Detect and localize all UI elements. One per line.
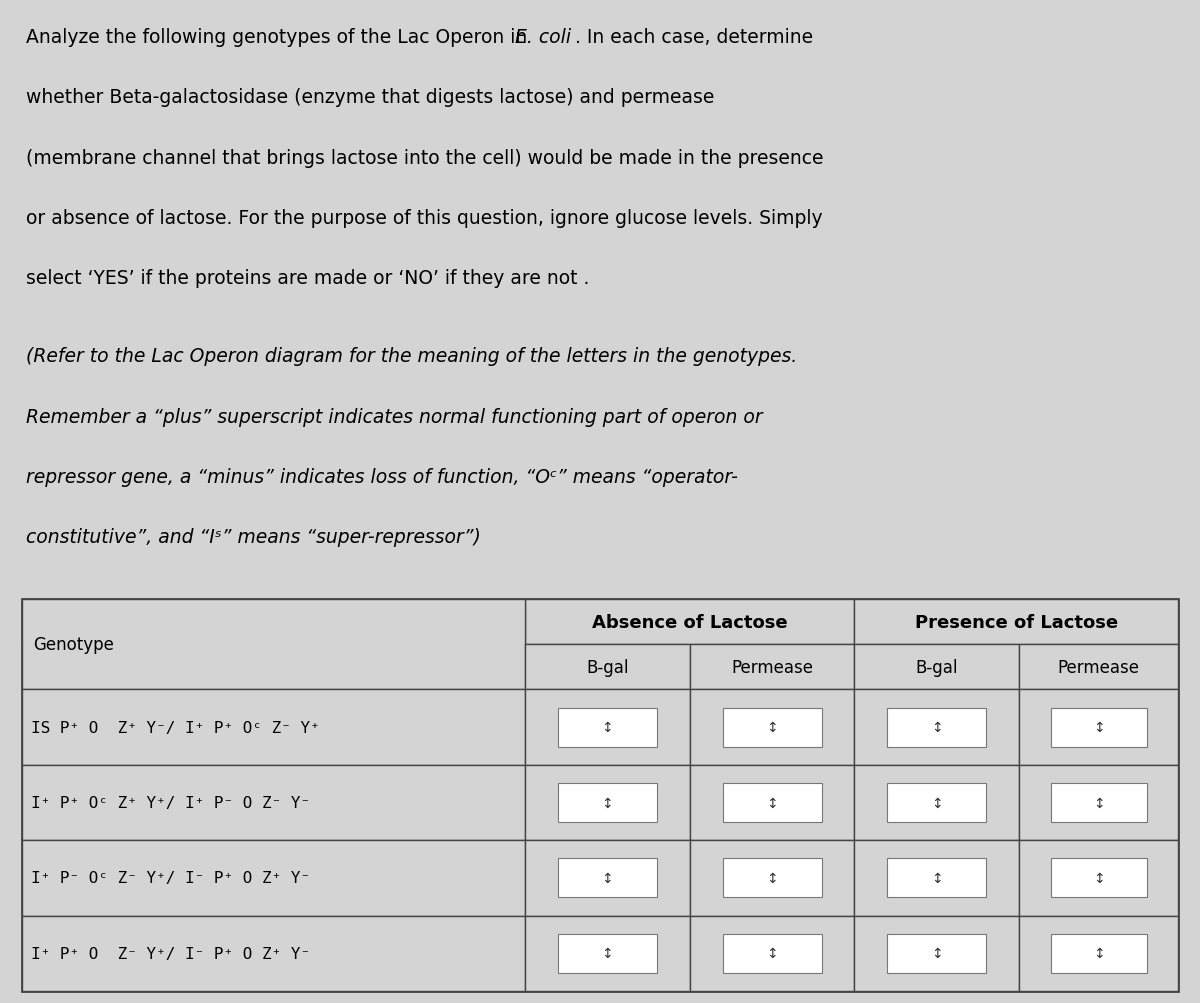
FancyBboxPatch shape bbox=[1051, 783, 1146, 822]
FancyBboxPatch shape bbox=[22, 600, 1178, 991]
Text: ↕: ↕ bbox=[767, 720, 778, 734]
FancyBboxPatch shape bbox=[690, 765, 854, 841]
FancyBboxPatch shape bbox=[854, 765, 1019, 841]
Text: ↕: ↕ bbox=[1093, 871, 1105, 885]
FancyBboxPatch shape bbox=[524, 916, 690, 991]
Text: Genotype: Genotype bbox=[34, 636, 114, 654]
FancyBboxPatch shape bbox=[1051, 934, 1146, 973]
FancyBboxPatch shape bbox=[22, 765, 524, 841]
Text: ↕: ↕ bbox=[767, 795, 778, 809]
Text: ↕: ↕ bbox=[931, 871, 943, 885]
Text: whether Beta-galactosidase (enzyme that digests lactose) and permease: whether Beta-galactosidase (enzyme that … bbox=[26, 88, 715, 107]
Text: ↕: ↕ bbox=[601, 720, 613, 734]
FancyBboxPatch shape bbox=[22, 690, 524, 765]
Text: ↕: ↕ bbox=[601, 946, 613, 960]
FancyBboxPatch shape bbox=[524, 690, 690, 765]
FancyBboxPatch shape bbox=[1019, 645, 1178, 690]
FancyBboxPatch shape bbox=[1019, 765, 1178, 841]
FancyBboxPatch shape bbox=[22, 916, 524, 991]
Text: Absence of Lactose: Absence of Lactose bbox=[592, 613, 787, 631]
Text: (Refer to the Lac Operon diagram for the meaning of the letters in the genotypes: (Refer to the Lac Operon diagram for the… bbox=[26, 347, 798, 366]
FancyBboxPatch shape bbox=[888, 859, 986, 898]
Text: Permease: Permease bbox=[1058, 658, 1140, 676]
FancyBboxPatch shape bbox=[854, 916, 1019, 991]
Text: ↕: ↕ bbox=[931, 720, 943, 734]
FancyBboxPatch shape bbox=[22, 841, 524, 916]
FancyBboxPatch shape bbox=[1051, 859, 1146, 898]
Text: I⁺ P⁺ Oᶜ Z⁺ Y⁺/ I⁺ P⁻ O Z⁻ Y⁻: I⁺ P⁺ Oᶜ Z⁺ Y⁺/ I⁺ P⁻ O Z⁻ Y⁻ bbox=[31, 795, 311, 810]
FancyBboxPatch shape bbox=[722, 859, 822, 898]
Text: ↕: ↕ bbox=[767, 946, 778, 960]
FancyBboxPatch shape bbox=[524, 841, 690, 916]
Text: ↕: ↕ bbox=[601, 795, 613, 809]
Text: ↕: ↕ bbox=[1093, 946, 1105, 960]
Text: I⁺ P⁻ Oᶜ Z⁻ Y⁺/ I⁻ P⁺ O Z⁺ Y⁻: I⁺ P⁻ Oᶜ Z⁻ Y⁺/ I⁻ P⁺ O Z⁺ Y⁻ bbox=[31, 871, 311, 886]
FancyBboxPatch shape bbox=[690, 690, 854, 765]
Text: ↕: ↕ bbox=[1093, 795, 1105, 809]
Text: Presence of Lactose: Presence of Lactose bbox=[914, 613, 1118, 631]
FancyBboxPatch shape bbox=[1019, 916, 1178, 991]
Text: Remember a “plus” superscript indicates normal functioning part of operon or: Remember a “plus” superscript indicates … bbox=[26, 407, 763, 426]
FancyBboxPatch shape bbox=[722, 708, 822, 747]
Text: ↕: ↕ bbox=[931, 795, 943, 809]
FancyBboxPatch shape bbox=[558, 859, 656, 898]
Text: Analyze the following genotypes of the Lac Operon in: Analyze the following genotypes of the L… bbox=[26, 28, 534, 47]
FancyBboxPatch shape bbox=[22, 600, 524, 690]
FancyBboxPatch shape bbox=[558, 708, 656, 747]
Text: or absence of lactose. For the purpose of this question, ignore glucose levels. : or absence of lactose. For the purpose o… bbox=[26, 209, 823, 228]
FancyBboxPatch shape bbox=[690, 841, 854, 916]
FancyBboxPatch shape bbox=[690, 645, 854, 690]
FancyBboxPatch shape bbox=[854, 690, 1019, 765]
FancyBboxPatch shape bbox=[722, 934, 822, 973]
Text: ↕: ↕ bbox=[601, 871, 613, 885]
FancyBboxPatch shape bbox=[524, 765, 690, 841]
Text: IS P⁺ O  Z⁺ Y⁻/ I⁺ P⁺ Oᶜ Z⁻ Y⁺: IS P⁺ O Z⁺ Y⁻/ I⁺ P⁺ Oᶜ Z⁻ Y⁺ bbox=[31, 720, 320, 735]
FancyBboxPatch shape bbox=[888, 934, 986, 973]
FancyBboxPatch shape bbox=[1019, 690, 1178, 765]
FancyBboxPatch shape bbox=[524, 600, 854, 645]
Text: I⁺ P⁺ O  Z⁻ Y⁺/ I⁻ P⁺ O Z⁺ Y⁻: I⁺ P⁺ O Z⁻ Y⁺/ I⁻ P⁺ O Z⁺ Y⁻ bbox=[31, 946, 311, 961]
FancyBboxPatch shape bbox=[722, 783, 822, 822]
Text: constitutive”, and “Iˢ” means “super-repressor”): constitutive”, and “Iˢ” means “super-rep… bbox=[26, 528, 481, 547]
FancyBboxPatch shape bbox=[888, 783, 986, 822]
Text: E. coli: E. coli bbox=[515, 28, 571, 47]
Text: B-gal: B-gal bbox=[916, 658, 958, 676]
Text: ↕: ↕ bbox=[767, 871, 778, 885]
FancyBboxPatch shape bbox=[854, 841, 1019, 916]
Text: ↕: ↕ bbox=[931, 946, 943, 960]
Text: (membrane channel that brings lactose into the cell) would be made in the presen: (membrane channel that brings lactose in… bbox=[26, 148, 824, 168]
Text: B-gal: B-gal bbox=[586, 658, 629, 676]
FancyBboxPatch shape bbox=[1019, 841, 1178, 916]
Text: select ‘YES’ if the proteins are made or ‘NO’ if they are not .: select ‘YES’ if the proteins are made or… bbox=[26, 269, 589, 288]
FancyBboxPatch shape bbox=[1051, 708, 1146, 747]
FancyBboxPatch shape bbox=[22, 600, 524, 645]
FancyBboxPatch shape bbox=[854, 600, 1178, 645]
Text: repressor gene, a “minus” indicates loss of function, “Oᶜ” means “operator-: repressor gene, a “minus” indicates loss… bbox=[26, 467, 738, 486]
FancyBboxPatch shape bbox=[690, 916, 854, 991]
Text: Permease: Permease bbox=[731, 658, 814, 676]
FancyBboxPatch shape bbox=[888, 708, 986, 747]
Text: ↕: ↕ bbox=[1093, 720, 1105, 734]
FancyBboxPatch shape bbox=[854, 645, 1019, 690]
FancyBboxPatch shape bbox=[558, 783, 656, 822]
Text: . In each case, determine: . In each case, determine bbox=[575, 28, 812, 47]
FancyBboxPatch shape bbox=[524, 645, 690, 690]
FancyBboxPatch shape bbox=[558, 934, 656, 973]
